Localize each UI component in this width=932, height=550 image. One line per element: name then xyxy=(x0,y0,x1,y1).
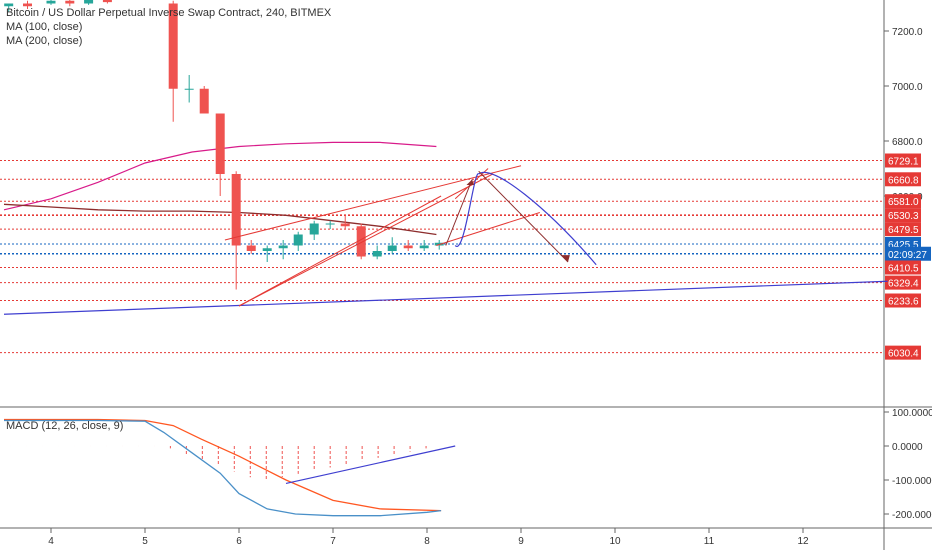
price-tag-label: 6729.1 xyxy=(888,156,919,167)
price-tag xyxy=(885,222,921,237)
x-tick-label: 8 xyxy=(424,536,430,547)
x-tick-label: 12 xyxy=(797,536,809,547)
price-tag xyxy=(885,345,921,360)
price-tag-label: 6329.4 xyxy=(888,279,919,290)
ma200-label: MA (200, close) xyxy=(6,35,83,47)
price-tag-label: 6530.3 xyxy=(888,211,919,222)
x-tick-label: 7 xyxy=(330,536,336,547)
x-tick-label: 10 xyxy=(609,536,621,547)
candle-body xyxy=(46,0,56,4)
candle-body xyxy=(325,223,335,225)
candle-body xyxy=(340,223,350,227)
price-tag-label: 6030.4 xyxy=(888,349,919,360)
candle-body xyxy=(246,245,256,251)
price-tag-label: 6425.5 xyxy=(888,240,919,251)
x-tick-label: 9 xyxy=(518,536,524,547)
candle-body xyxy=(215,113,225,174)
candle-body xyxy=(102,0,112,3)
price-tag xyxy=(885,208,921,223)
ma200-line xyxy=(3,203,437,236)
ma100-line xyxy=(3,141,437,211)
support-trendline xyxy=(3,280,888,315)
wedge-upper-line xyxy=(224,165,522,241)
projection-arrowhead xyxy=(560,255,570,262)
wedge-lower-line xyxy=(238,173,494,307)
price-tag xyxy=(885,172,921,187)
macd-tick-label: -100.0000 xyxy=(892,476,932,487)
price-tag-label: 6581.0 xyxy=(888,197,919,208)
wedge-bottom-line xyxy=(436,212,540,246)
candle-body xyxy=(403,245,413,249)
candle-body xyxy=(184,88,194,90)
projection-arrowhead-up xyxy=(466,179,474,185)
x-tick-label: 6 xyxy=(236,536,242,547)
wedge-inner-line xyxy=(238,195,442,307)
candle-body xyxy=(356,226,366,257)
y-tick-label: 7200.0 xyxy=(892,27,923,38)
macd-line xyxy=(4,419,442,517)
price-tag xyxy=(885,293,921,308)
candle-body xyxy=(199,88,209,114)
price-tag-label: 02:09:27 xyxy=(888,250,927,261)
candle-body xyxy=(262,248,272,251)
y-tick-label: 6800.0 xyxy=(892,137,923,148)
projection-arrow-line xyxy=(478,170,569,263)
macd-signal-line xyxy=(4,418,442,512)
macd-tick-label: -200.0000 xyxy=(892,510,932,521)
candle-body xyxy=(387,245,397,251)
candle-body xyxy=(23,3,32,7)
price-tag xyxy=(885,153,921,168)
candle-body xyxy=(278,245,288,249)
ma100-label: MA (100, close) xyxy=(6,21,83,33)
x-tick-label: 5 xyxy=(142,536,148,547)
x-tick-label: 4 xyxy=(48,536,54,547)
candle-body xyxy=(293,234,303,246)
x-tick-label: 11 xyxy=(704,536,715,547)
price-tag xyxy=(885,194,921,209)
macd-tick-label: 100.0000 xyxy=(892,408,932,419)
macd-pane xyxy=(0,408,884,528)
candle-body xyxy=(231,174,241,246)
price-tag-label: 6233.6 xyxy=(888,297,919,308)
candle-body xyxy=(419,245,429,249)
price-pane xyxy=(0,0,884,405)
projection-curve-down xyxy=(478,171,597,266)
projection-arrow-up xyxy=(445,179,473,246)
projection-curve-up xyxy=(454,173,480,247)
macd-tick-label: 0.0000 xyxy=(892,442,923,453)
price-tag-label: 6410.5 xyxy=(888,264,919,275)
price-tag-label: 6479.5 xyxy=(888,225,919,236)
candle-body xyxy=(84,0,94,4)
candle-body xyxy=(372,251,382,257)
macd-label: MACD (12, 26, close, 9) xyxy=(6,420,124,432)
price-tag xyxy=(885,246,931,261)
chart-title: Bitcoin / US Dollar Perpetual Inverse Sw… xyxy=(6,7,332,19)
macd-trendline xyxy=(285,445,456,484)
candle-body xyxy=(168,3,178,89)
price-tag xyxy=(885,275,921,290)
candle-body xyxy=(65,0,75,4)
price-tag xyxy=(885,260,921,275)
y-tick-label: 7000.0 xyxy=(892,82,923,93)
candle-body xyxy=(309,223,319,235)
price-tag-label: 6660.8 xyxy=(888,175,919,186)
candle-body xyxy=(4,3,14,7)
